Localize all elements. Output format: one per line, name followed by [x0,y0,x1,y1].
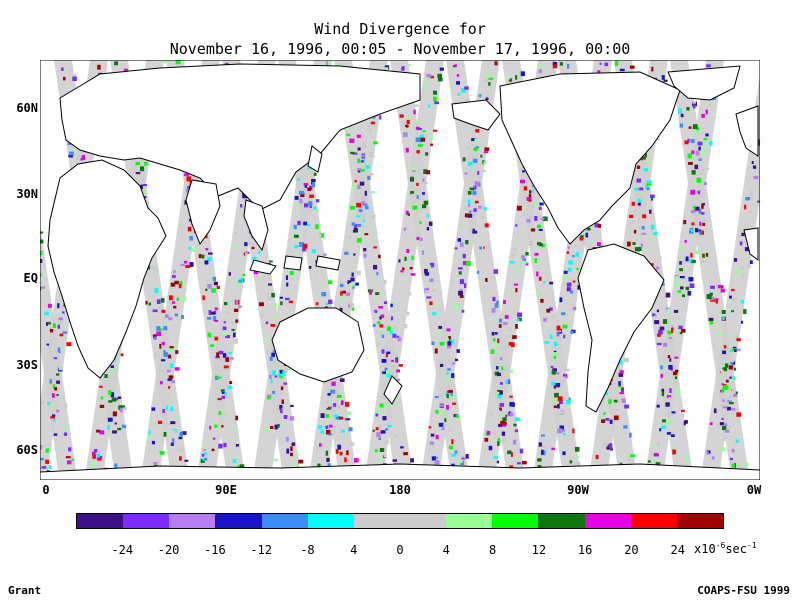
title-line-1: Wind Divergence for [314,20,486,38]
lon-label-90w: 90W [567,483,589,497]
color-scale-tick-label: -16 [204,543,226,557]
color-swatch [446,514,493,528]
title-line-2: November 16, 1996, 00:05 - November 17, … [169,40,631,58]
color-scale-tick-label: -20 [157,543,180,557]
divergence-map [40,60,760,480]
color-swatch [630,514,677,528]
lat-label-60s: 60S [16,443,38,457]
color-scale-tick-label: 0 [396,543,404,557]
author-credit: Grant [8,584,42,597]
lon-label-180: 180 [389,483,411,497]
color-swatch [77,514,124,528]
color-swatch [215,514,262,528]
color-swatch [676,514,723,528]
color-scale-tick-label: 4 [350,543,358,557]
lon-label-90e: 90E [215,483,237,497]
color-scale-tick-label: 20 [624,543,639,557]
color-scale-bar [76,513,724,529]
lat-label-eq: EQ [23,271,38,285]
color-swatch [261,514,308,528]
lat-label-30s: 30S [16,358,38,372]
color-scale-tick-label: -12 [250,543,272,557]
color-scale-tick-label: -24 [111,543,134,557]
lat-label-30n: 30N [16,187,38,201]
color-swatch [399,514,447,528]
color-swatch [307,514,354,528]
color-swatch [169,514,216,528]
color-swatch [584,514,631,528]
lon-label-0: 0 [42,483,50,497]
color-swatch [492,514,539,528]
color-swatch [123,514,170,528]
color-swatch [353,514,400,528]
color-scale-tick-label: 24 [670,543,685,557]
units-label: x10-6sec-1 [694,541,757,556]
continent-outlines [40,63,760,480]
lat-label-60n: 60N [16,101,38,115]
color-scale-tick-label: 16 [577,543,593,557]
color-scale-tick-label: -8 [300,543,315,557]
color-scale-tick-label: 4 [442,543,450,557]
color-swatch [538,514,585,528]
institution-credit: COAPS-FSU 1999 [697,584,790,597]
lon-label-0w: 0W [746,483,762,497]
color-scale-tick-label: 8 [488,543,497,557]
color-scale-tick-label: 12 [531,543,547,557]
